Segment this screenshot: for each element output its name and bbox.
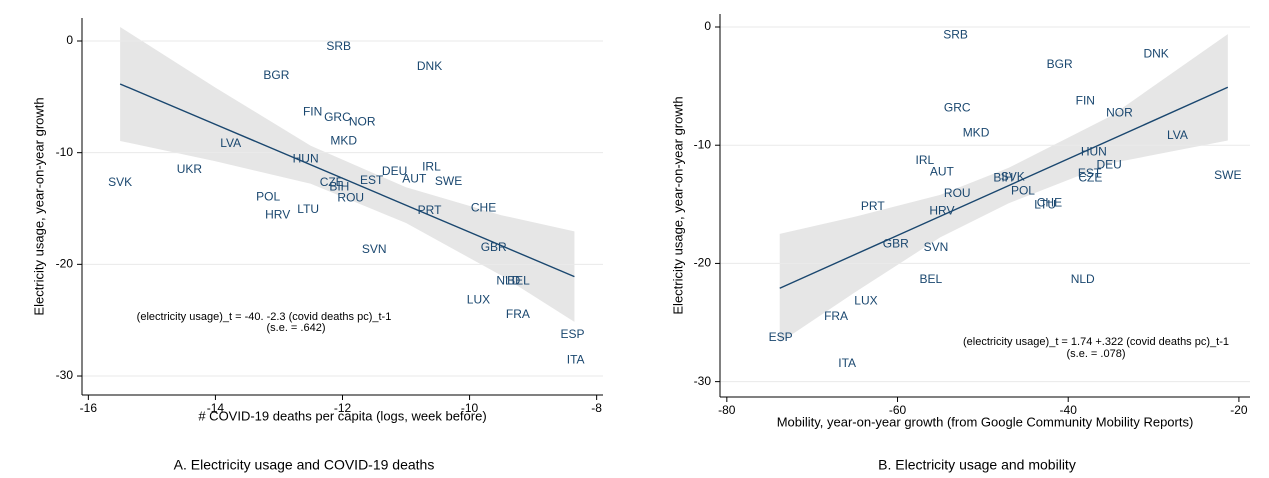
country-point: IRL <box>422 159 441 173</box>
country-point: CZE <box>1078 170 1102 184</box>
country-point: EST <box>360 173 384 187</box>
country-point: BIH <box>329 179 349 193</box>
country-point: GRC <box>944 101 971 115</box>
y-tick-label: 0 <box>66 33 73 47</box>
country-point: LTU <box>1034 198 1056 212</box>
country-point: SWE <box>435 174 462 188</box>
country-point: BGR <box>263 68 289 82</box>
country-point: HUN <box>1081 144 1107 158</box>
country-point: SRB <box>943 27 968 41</box>
country-point: BIH <box>993 170 1013 184</box>
country-point: POL <box>256 190 280 204</box>
country-point: GBR <box>481 240 507 254</box>
country-point: UKR <box>177 162 203 176</box>
country-point: AUT <box>402 172 427 186</box>
x-axis-title: # COVID-19 deaths per capita (logs, week… <box>198 408 486 423</box>
country-point: SVN <box>924 240 949 254</box>
country-point: HRV <box>265 207 290 221</box>
country-point: NOR <box>349 115 376 129</box>
x-tick-label: -60 <box>889 403 907 417</box>
country-point: NLD <box>496 273 520 287</box>
country-point: DEU <box>382 164 407 178</box>
country-point: DEU <box>1097 157 1122 171</box>
country-point: BGR <box>1047 57 1073 71</box>
country-point: MKD <box>963 126 990 140</box>
x-tick-label: -12 <box>334 401 352 415</box>
y-tick-label: 0 <box>704 19 711 33</box>
x-tick-label: -14 <box>207 401 225 415</box>
country-point: BEL <box>507 273 530 287</box>
fit-line <box>119 83 575 278</box>
country-point: FIN <box>303 105 322 119</box>
country-point: LVA <box>1167 128 1188 142</box>
country-point: GRC <box>324 110 351 124</box>
country-point: LTU <box>297 202 319 216</box>
caption: B. Electricity usage and mobility <box>878 457 1076 473</box>
y-tick-label: -30 <box>56 368 74 382</box>
country-point: POL <box>1011 183 1035 197</box>
annotation: (s.e. = .078) <box>1066 348 1125 360</box>
country-point: SVK <box>1001 169 1025 183</box>
y-tick-label: -10 <box>56 145 74 159</box>
country-point: NLD <box>1071 272 1095 286</box>
country-point: DNK <box>417 59 442 73</box>
country-point: ITA <box>838 356 856 370</box>
country-point: SVK <box>108 175 132 189</box>
y-axis-title: Electricity usage, year-on-year growth <box>670 96 685 314</box>
annotation: (electricity usage)_t = -40. -2.3 (covid… <box>137 311 392 323</box>
x-tick-label: -8 <box>591 401 602 415</box>
country-point: ESP <box>769 330 793 344</box>
country-point: EST <box>1078 166 1102 180</box>
country-point: ESP <box>560 327 584 341</box>
country-point: BEL <box>919 272 942 286</box>
country-point: DNK <box>1143 46 1168 60</box>
country-point: PRT <box>861 199 885 213</box>
x-axis-title: Mobility, year-on-year growth (from Goog… <box>777 414 1194 429</box>
country-point: CZE <box>320 175 344 189</box>
annotation: (electricity usage)_t = 1.74 +.322 (covi… <box>963 336 1229 348</box>
country-point: SWE <box>1214 168 1241 182</box>
country-point: GBR <box>883 237 909 251</box>
x-tick-label: -80 <box>718 403 736 417</box>
country-point: FRA <box>824 309 848 323</box>
country-point: NOR <box>1106 105 1133 119</box>
country-point: HUN <box>293 152 319 166</box>
country-point: MKD <box>330 134 357 148</box>
x-tick-label: -16 <box>80 401 98 415</box>
y-tick-label: -10 <box>694 137 712 151</box>
confidence-band <box>120 27 575 322</box>
country-point: LUX <box>854 293 877 307</box>
country-point: ROU <box>944 186 971 200</box>
country-point: LUX <box>467 292 490 306</box>
country-point: LVA <box>220 136 241 150</box>
country-point: ROU <box>337 191 364 205</box>
country-point: AUT <box>930 165 955 179</box>
y-tick-label: -20 <box>694 256 712 270</box>
country-point: HRV <box>929 204 954 218</box>
fit-line <box>779 86 1229 289</box>
y-axis-title: Electricity usage, year-on-year growth <box>31 97 46 315</box>
x-tick-label: -20 <box>1230 403 1248 417</box>
country-point: FIN <box>1076 94 1095 108</box>
country-point: ITA <box>567 353 585 367</box>
country-point: SRB <box>326 39 351 53</box>
country-point: SVN <box>362 242 387 256</box>
caption: A. Electricity usage and COVID-19 deaths <box>174 457 435 473</box>
y-tick-label: -30 <box>694 374 712 388</box>
x-tick-label: -40 <box>1060 403 1078 417</box>
country-point: CHE <box>471 201 496 215</box>
annotation: (s.e. = .642) <box>266 322 325 334</box>
x-tick-label: -10 <box>461 401 479 415</box>
y-tick-label: -20 <box>56 257 74 271</box>
country-point: IRL <box>915 153 934 167</box>
country-point: FRA <box>506 307 530 321</box>
country-point: PRT <box>418 203 442 217</box>
country-point: CHE <box>1037 195 1062 209</box>
